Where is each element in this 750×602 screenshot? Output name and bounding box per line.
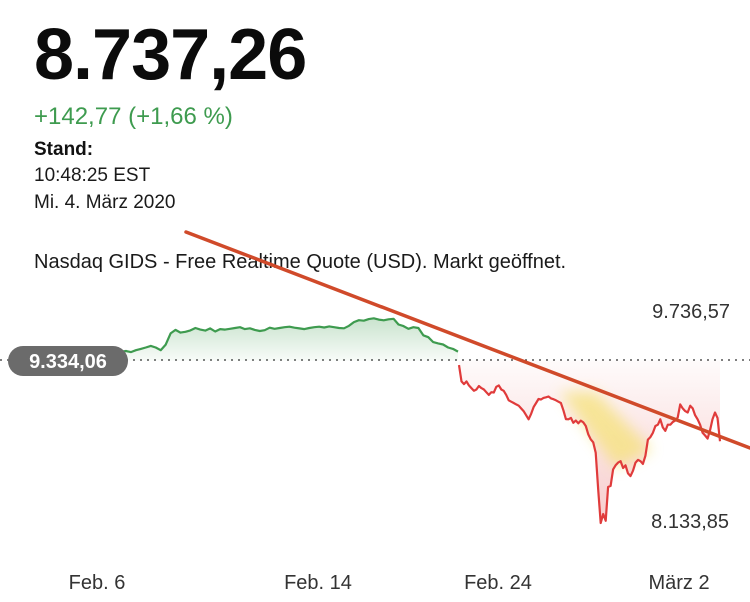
x-tick-label-2: Feb. 24	[464, 572, 532, 594]
stand-date: Mi. 4. März 2020	[34, 192, 176, 213]
reference-badge	[8, 346, 128, 376]
stand-label: Stand:	[34, 139, 94, 160]
y-high-label: 9.736,57	[652, 301, 730, 323]
price-change: +142,77 (+1,66 %)	[34, 103, 233, 130]
down-area-fill	[459, 360, 720, 523]
y-low-label: 8.133,85	[651, 511, 729, 533]
x-tick-label-0: Feb. 6	[69, 572, 126, 594]
trend-line	[184, 230, 750, 450]
stand-time: 10:48:25 EST	[34, 165, 151, 186]
quote-source: Nasdaq GIDS - Free Realtime Quote (USD).…	[34, 251, 567, 273]
reference-label: 9.334,06	[29, 351, 107, 373]
current-price: 8.737,26	[34, 15, 307, 95]
x-tick-label-3: März 2	[648, 572, 709, 594]
highlight-band	[560, 392, 652, 468]
x-tick-label-1: Feb. 14	[284, 572, 352, 594]
